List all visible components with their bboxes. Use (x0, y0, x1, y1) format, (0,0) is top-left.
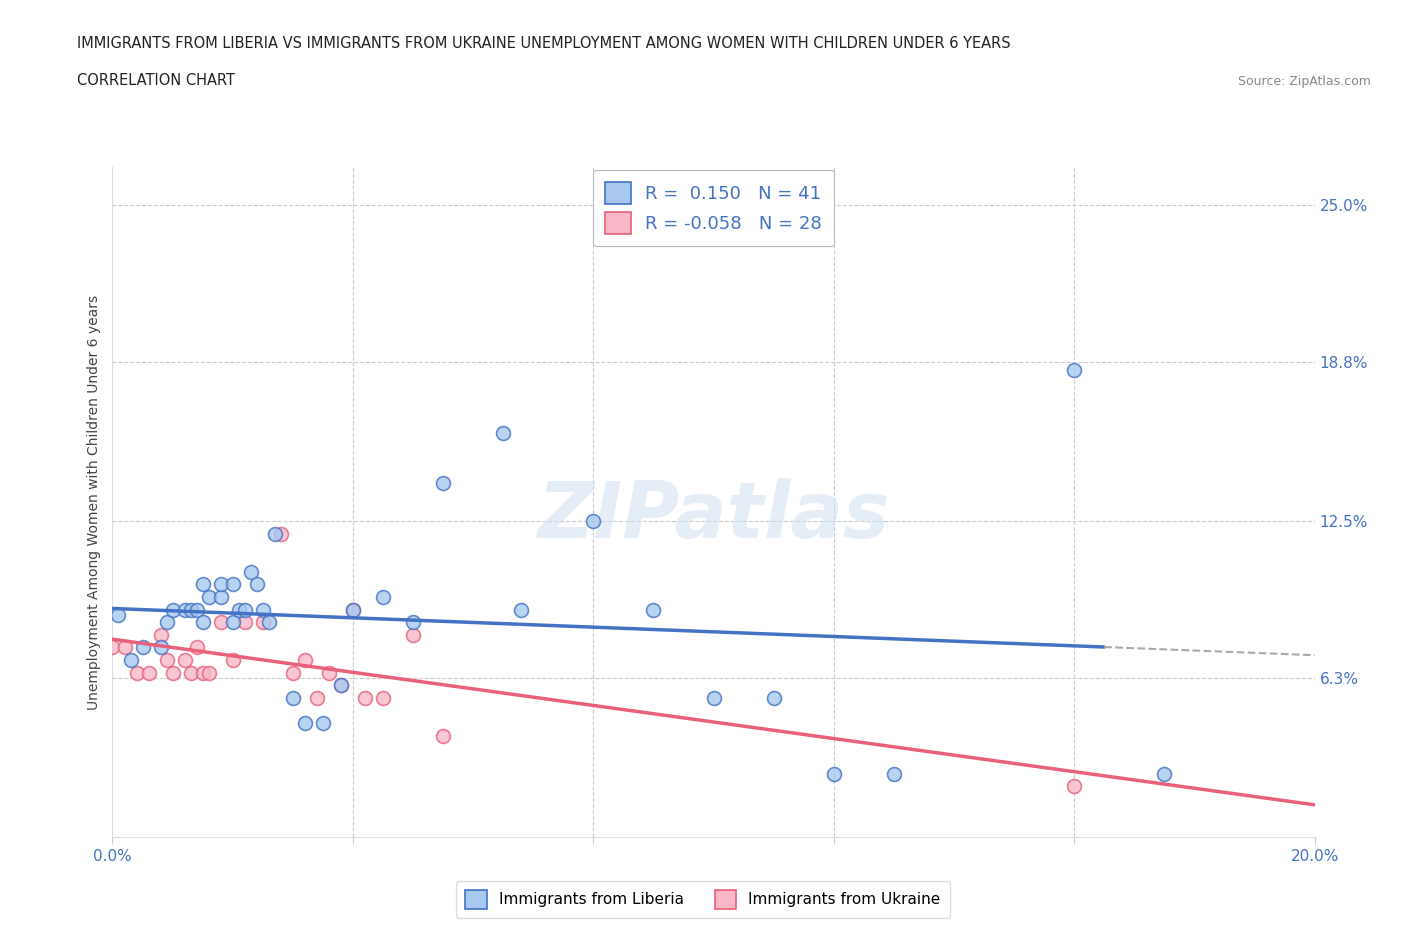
Point (510, 602, 533, 617)
Point (318, 665, 340, 680)
Point (233, 615, 256, 630)
Text: IMMIGRANTS FROM LIBERIA VS IMMIGRANTS FROM UKRAINE UNEMPLOYMENT AMONG WOMEN WITH: IMMIGRANTS FROM LIBERIA VS IMMIGRANTS FR… (77, 36, 1011, 51)
Point (186, 602, 208, 617)
Text: ZIPatlas: ZIPatlas (537, 478, 890, 553)
Point (432, 476, 454, 491)
Point (329, 678, 352, 693)
Point (191, 665, 214, 680)
Point (197, 590, 219, 604)
Point (281, 691, 304, 706)
Legend: R =  0.150   N = 41, R = -0.058   N = 28: R = 0.150 N = 41, R = -0.058 N = 28 (593, 170, 834, 246)
Point (191, 577, 214, 591)
Point (1153, 766, 1175, 781)
Point (329, 678, 352, 693)
Point (294, 716, 316, 731)
Point (1063, 362, 1085, 377)
Point (257, 615, 280, 630)
Point (342, 602, 364, 617)
Text: CORRELATION CHART: CORRELATION CHART (77, 73, 235, 88)
Point (114, 640, 136, 655)
Point (233, 602, 256, 617)
Point (222, 615, 245, 630)
Point (228, 602, 250, 617)
Text: Source: ZipAtlas.com: Source: ZipAtlas.com (1237, 75, 1371, 88)
Point (191, 615, 214, 630)
Point (180, 602, 202, 617)
Point (149, 640, 172, 655)
Point (883, 766, 905, 781)
Point (270, 526, 292, 541)
Point (209, 577, 232, 591)
Point (162, 665, 184, 680)
Point (432, 728, 454, 743)
Point (149, 628, 172, 643)
Point (263, 526, 285, 541)
Point (342, 602, 364, 617)
Point (120, 653, 142, 668)
Point (155, 615, 177, 630)
Point (305, 691, 328, 706)
Point (281, 665, 304, 680)
Point (131, 640, 153, 655)
Point (222, 653, 245, 668)
Point (197, 665, 219, 680)
Point (173, 602, 195, 617)
Point (252, 602, 274, 617)
Point (823, 766, 845, 781)
Point (762, 691, 785, 706)
Point (209, 590, 232, 604)
Point (186, 640, 208, 655)
Point (107, 607, 129, 622)
Point (155, 653, 177, 668)
Point (222, 577, 245, 591)
Point (1063, 779, 1085, 794)
Point (138, 665, 160, 680)
Point (294, 653, 316, 668)
Point (101, 640, 124, 655)
Legend: Immigrants from Liberia, Immigrants from Ukraine: Immigrants from Liberia, Immigrants from… (457, 881, 949, 918)
Point (402, 628, 425, 643)
Point (180, 665, 202, 680)
Point (371, 691, 394, 706)
Point (582, 513, 605, 528)
Y-axis label: Unemployment Among Women with Children Under 6 years: Unemployment Among Women with Children U… (87, 295, 101, 710)
Point (252, 615, 274, 630)
Point (402, 615, 425, 630)
Point (371, 590, 394, 604)
Point (492, 425, 515, 440)
Point (173, 653, 195, 668)
Point (643, 602, 665, 617)
Point (162, 602, 184, 617)
Point (209, 615, 232, 630)
Point (239, 565, 262, 579)
Point (125, 665, 148, 680)
Point (312, 716, 335, 731)
Point (702, 691, 725, 706)
Point (354, 691, 377, 706)
Point (246, 577, 269, 591)
